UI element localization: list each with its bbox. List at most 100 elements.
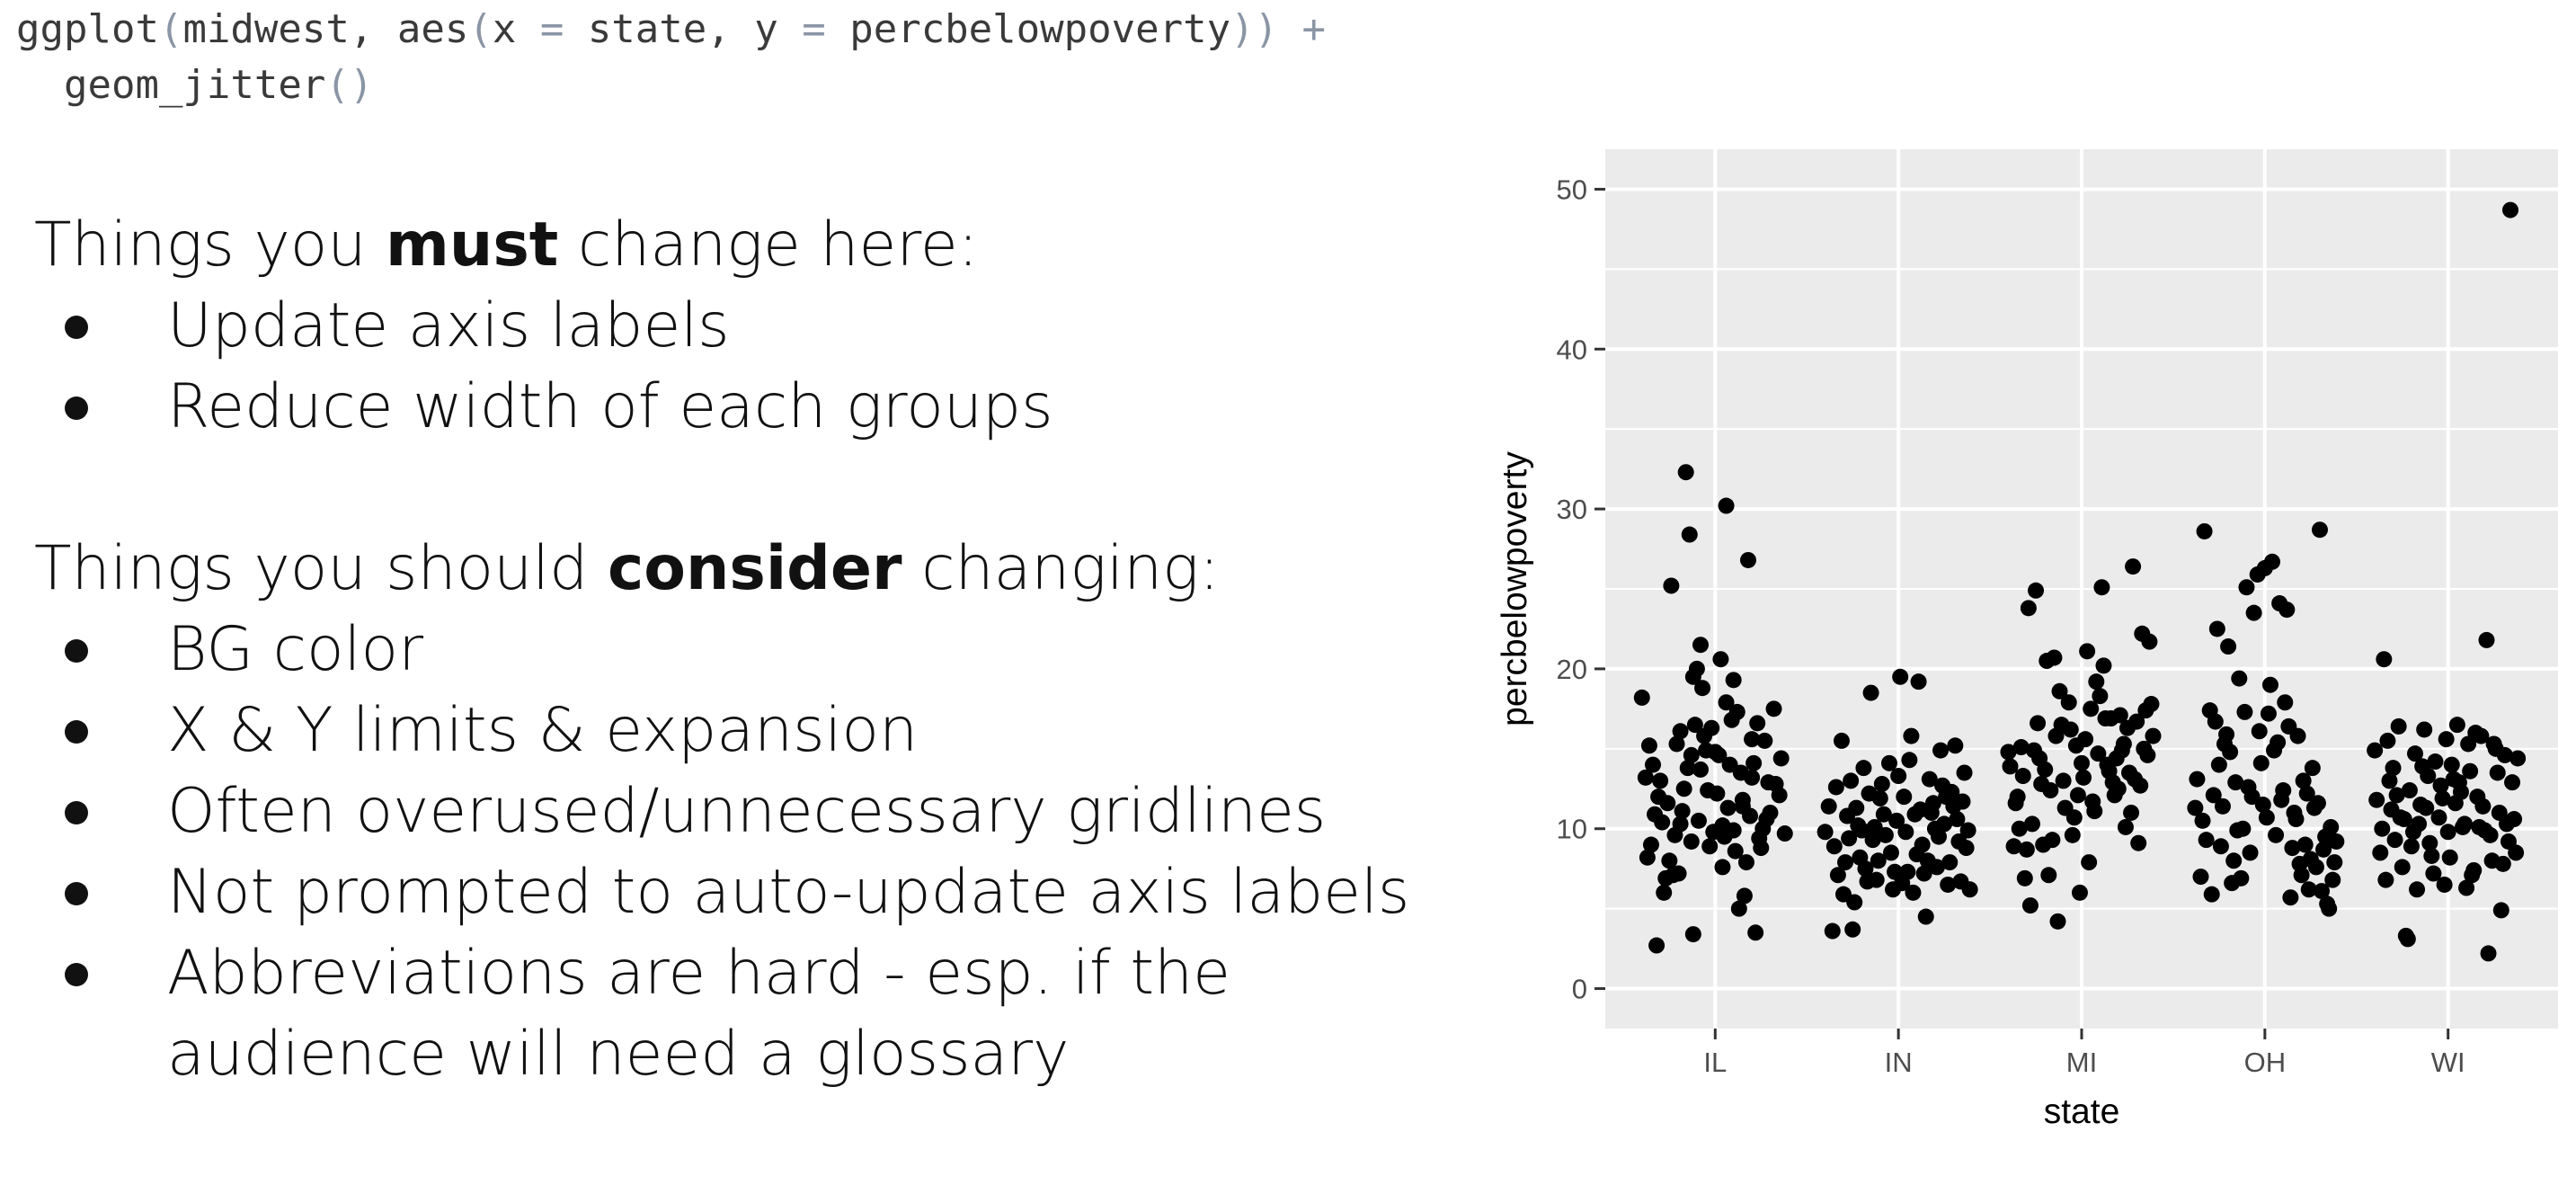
data-point: [2374, 820, 2391, 837]
data-point: [2270, 734, 2287, 751]
data-point: [2399, 931, 2416, 948]
data-point: [2480, 945, 2497, 962]
data-point: [1941, 854, 1959, 871]
data-point: [2473, 727, 2490, 744]
data-point: [1871, 789, 1888, 806]
data-point: [2236, 703, 2253, 720]
data-point: [2305, 799, 2323, 816]
data-point: [2450, 774, 2467, 791]
data-point: [2069, 787, 2086, 804]
data-point: [2090, 745, 2107, 762]
data-point: [1905, 884, 1922, 901]
data-point: [1677, 464, 1694, 481]
data-point: [1850, 817, 1867, 834]
data-point: [1835, 886, 1852, 903]
data-point: [1864, 832, 1881, 849]
code-token: percbelowpoverty: [825, 6, 1231, 52]
data-point: [1744, 731, 1761, 748]
data-point: [2071, 884, 2088, 901]
data-point: [1843, 772, 1860, 789]
data-point: [1844, 921, 1861, 938]
data-point: [2296, 836, 2314, 853]
data-point: [2392, 809, 2409, 826]
data-point: [2102, 710, 2119, 727]
data-point: [1700, 782, 1717, 799]
data-point: [2254, 797, 2271, 814]
data-point: [1672, 723, 1689, 740]
data-point: [1674, 803, 1691, 820]
data-point: [1694, 680, 1711, 697]
data-point: [1692, 637, 1709, 654]
data-point: [1947, 737, 1964, 754]
data-point: [1890, 768, 1907, 785]
bullet-icon: [65, 882, 88, 905]
y-tick-label: 50: [1557, 174, 1587, 205]
data-point: [1857, 860, 1874, 878]
data-point: [2212, 838, 2229, 855]
data-point: [2023, 815, 2040, 833]
data-point: [2210, 756, 2227, 773]
list-item: Abbreviations are hard - esp. if the aud…: [34, 933, 1470, 1095]
data-point: [2187, 799, 2204, 816]
x-tick-label: MI: [2066, 1047, 2097, 1078]
data-point: [2046, 649, 2063, 666]
data-point: [2132, 777, 2149, 794]
data-point: [2312, 521, 2328, 539]
y-tick-label: 40: [1557, 334, 1587, 365]
data-point: [2377, 871, 2394, 888]
data-point: [1745, 754, 1763, 771]
data-point: [1956, 764, 1973, 781]
code-token: x: [492, 6, 540, 52]
data-point: [2367, 742, 2384, 759]
data-point: [1737, 854, 1754, 871]
data-point: [2448, 717, 2465, 734]
data-point: [1915, 865, 1932, 882]
data-point: [2000, 744, 2017, 761]
data-point: [1683, 746, 1700, 763]
data-point: [1683, 833, 1700, 850]
code-token: )): [1230, 6, 1279, 52]
data-point: [2088, 673, 2105, 691]
y-axis: 0 10 20 30 40 50: [1557, 174, 1605, 1005]
data-point: [1877, 826, 1894, 843]
data-point: [2447, 795, 2464, 812]
data-point: [2416, 721, 2433, 738]
data-point: [2238, 579, 2255, 596]
data-point: [1637, 769, 1654, 786]
data-point: [1679, 760, 1696, 777]
data-point: [2077, 731, 2094, 748]
data-point: [1776, 825, 1793, 842]
data-point: [1652, 772, 1669, 789]
data-point: [2203, 886, 2220, 903]
code-token: =: [802, 6, 826, 52]
list-item: BG color: [34, 610, 1436, 691]
code-token: (: [158, 6, 183, 52]
data-point: [2478, 631, 2495, 648]
data-point: [2145, 727, 2162, 744]
data-point: [1833, 732, 1850, 749]
data-point: [2268, 826, 2285, 843]
data-point: [1654, 814, 1671, 831]
data-point: [1645, 756, 1661, 773]
consider-heading-bold: consider: [607, 533, 902, 604]
x-tick-label: IN: [1885, 1047, 1913, 1078]
bullet-icon: [65, 801, 88, 824]
data-point: [2504, 774, 2521, 791]
data-point: [2403, 838, 2420, 855]
data-point: [2214, 797, 2231, 815]
data-point: [1892, 668, 1909, 685]
data-point: [2218, 726, 2235, 743]
data-point: [2093, 579, 2110, 596]
data-point: [1730, 900, 1747, 917]
data-point: [2220, 638, 2237, 655]
data-point: [2469, 789, 2486, 806]
data-point: [2081, 854, 2098, 871]
data-point: [2315, 841, 2332, 858]
data-point: [1772, 750, 1790, 767]
data-point: [2064, 826, 2081, 843]
code-token: (): [325, 62, 374, 108]
data-point: [1640, 737, 1657, 754]
data-point: [2494, 855, 2511, 872]
data-point: [1686, 717, 1703, 734]
data-point: [1839, 807, 1856, 824]
